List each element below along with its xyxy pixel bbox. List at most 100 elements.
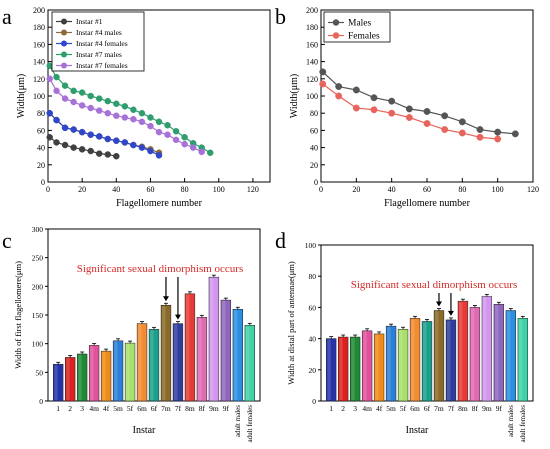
legend-marker bbox=[61, 40, 67, 47]
data-point bbox=[95, 133, 103, 140]
y-axis-label: Width(μm) bbox=[16, 74, 27, 118]
y-axis-label: Width(μm) bbox=[289, 74, 300, 118]
x-tick-label: 7m bbox=[161, 404, 171, 413]
data-point bbox=[388, 109, 396, 117]
y-tick-label: 20 bbox=[37, 161, 45, 170]
y-axis-label: Width of first flagellomere(μm) bbox=[13, 261, 23, 369]
data-point bbox=[53, 139, 60, 146]
x-axis-label: Instar bbox=[406, 425, 429, 436]
data-point bbox=[138, 144, 146, 151]
y-tick-label: 40 bbox=[309, 335, 317, 344]
bar-highlight bbox=[447, 320, 451, 400]
data-point bbox=[189, 144, 197, 151]
bar-highlight bbox=[174, 324, 178, 400]
arrow-head bbox=[447, 310, 454, 316]
data-point bbox=[95, 107, 103, 114]
y-tick-label: 100 bbox=[305, 241, 317, 250]
bar-highlight bbox=[150, 330, 154, 400]
y-tick-label: 120 bbox=[306, 75, 318, 84]
bar-highlight bbox=[459, 302, 463, 400]
legend: Instar #1 Instar #4 males Instar #4 female… bbox=[51, 11, 145, 72]
legend-marker bbox=[61, 62, 67, 69]
x-tick-label: 7f bbox=[448, 404, 455, 413]
y-tick-label: 20 bbox=[309, 366, 317, 375]
y-tick-label: 250 bbox=[32, 254, 44, 263]
data-point bbox=[155, 128, 163, 136]
bar-highlight bbox=[221, 301, 226, 400]
data-point bbox=[164, 131, 171, 138]
data-point bbox=[53, 87, 60, 95]
x-tick-label: 5f bbox=[400, 404, 407, 413]
bar-highlight bbox=[66, 358, 70, 400]
bar-highlight bbox=[399, 330, 403, 400]
data-point bbox=[70, 98, 77, 106]
x-tick-label: 120 bbox=[527, 185, 539, 194]
x-tick-label: adult males bbox=[234, 405, 242, 437]
arrow-head bbox=[162, 296, 169, 302]
data-point bbox=[130, 115, 137, 123]
data-point bbox=[511, 130, 519, 138]
y-tick-label: 80 bbox=[310, 109, 318, 118]
y-tick-label: 60 bbox=[310, 126, 318, 135]
data-point bbox=[441, 126, 449, 133]
data-point bbox=[164, 121, 171, 129]
data-point bbox=[181, 140, 188, 148]
y-tick-label: 140 bbox=[33, 58, 45, 67]
y-tick-label: 60 bbox=[37, 126, 45, 135]
panel-letter-b: b bbox=[275, 4, 286, 29]
series-line bbox=[322, 71, 516, 135]
bar-highlight bbox=[245, 326, 250, 400]
y-tick-label: 180 bbox=[33, 23, 45, 32]
annotation-text: Significant sexual dimorphism occurs bbox=[351, 279, 518, 291]
x-tick-label: 8m bbox=[458, 404, 468, 413]
x-tick-label: 5m bbox=[113, 404, 123, 413]
x-tick-label: 40 bbox=[388, 185, 396, 194]
bar-highlight bbox=[494, 305, 499, 400]
y-tick-label: 0 bbox=[314, 178, 318, 187]
y-tick-label: 140 bbox=[306, 58, 318, 67]
bar-highlight bbox=[126, 344, 130, 400]
data-point bbox=[113, 100, 120, 107]
legend-marker bbox=[61, 29, 67, 36]
data-point bbox=[121, 103, 129, 110]
data-point bbox=[319, 68, 327, 76]
x-tick-label: 9m bbox=[209, 404, 219, 413]
bar-highlight bbox=[102, 352, 106, 400]
bar-highlight bbox=[90, 346, 94, 400]
data-point bbox=[458, 129, 466, 137]
legend-marker bbox=[332, 19, 340, 26]
x-tick-label: 4m bbox=[89, 404, 99, 413]
y-tick-label: 150 bbox=[32, 311, 44, 320]
data-point bbox=[458, 118, 466, 126]
panel-a-line-chart: 0 20 40 60 80 100 120 140 160 180 200 0 20 40 60 80 100 1… bbox=[16, 6, 271, 209]
legend-label: Instar #4 males bbox=[76, 28, 122, 37]
bar-highlight bbox=[518, 319, 523, 400]
x-tick-label: 0 bbox=[46, 185, 50, 194]
y-tick-label: 80 bbox=[309, 272, 317, 281]
data-point bbox=[61, 124, 69, 132]
data-point bbox=[130, 141, 137, 149]
data-point bbox=[53, 73, 60, 81]
y-tick-label: 0 bbox=[312, 397, 316, 406]
panel-c-bar-chart: 0 50 100 150 200 250 300 Width of first flagell… bbox=[13, 225, 261, 443]
y-tick-label: 180 bbox=[306, 23, 318, 32]
data-point bbox=[138, 118, 146, 126]
bar-highlight bbox=[375, 334, 379, 400]
x-tick-label: 3 bbox=[353, 404, 357, 413]
legend-marker bbox=[332, 32, 340, 39]
bar-highlight bbox=[78, 354, 82, 400]
data-point bbox=[181, 134, 188, 141]
data-point bbox=[423, 120, 431, 127]
data-point bbox=[113, 112, 120, 120]
y-tick-label: 40 bbox=[37, 144, 45, 153]
legend-label: Females bbox=[348, 32, 380, 42]
legend-label: Instar #7 males bbox=[76, 50, 122, 59]
y-tick-label: 80 bbox=[37, 109, 45, 118]
bar-highlight bbox=[138, 324, 142, 400]
arrow-head bbox=[174, 314, 181, 320]
y-tick-label: 200 bbox=[33, 6, 45, 15]
legend-label: Instar #7 females bbox=[76, 61, 128, 70]
bar-highlight bbox=[506, 311, 511, 400]
panel-b-line-chart: 0 20 40 60 80 100 120 140 160 180 200 0 20 40 60 80 100 1… bbox=[289, 6, 539, 209]
y-tick-label: 200 bbox=[306, 6, 318, 15]
